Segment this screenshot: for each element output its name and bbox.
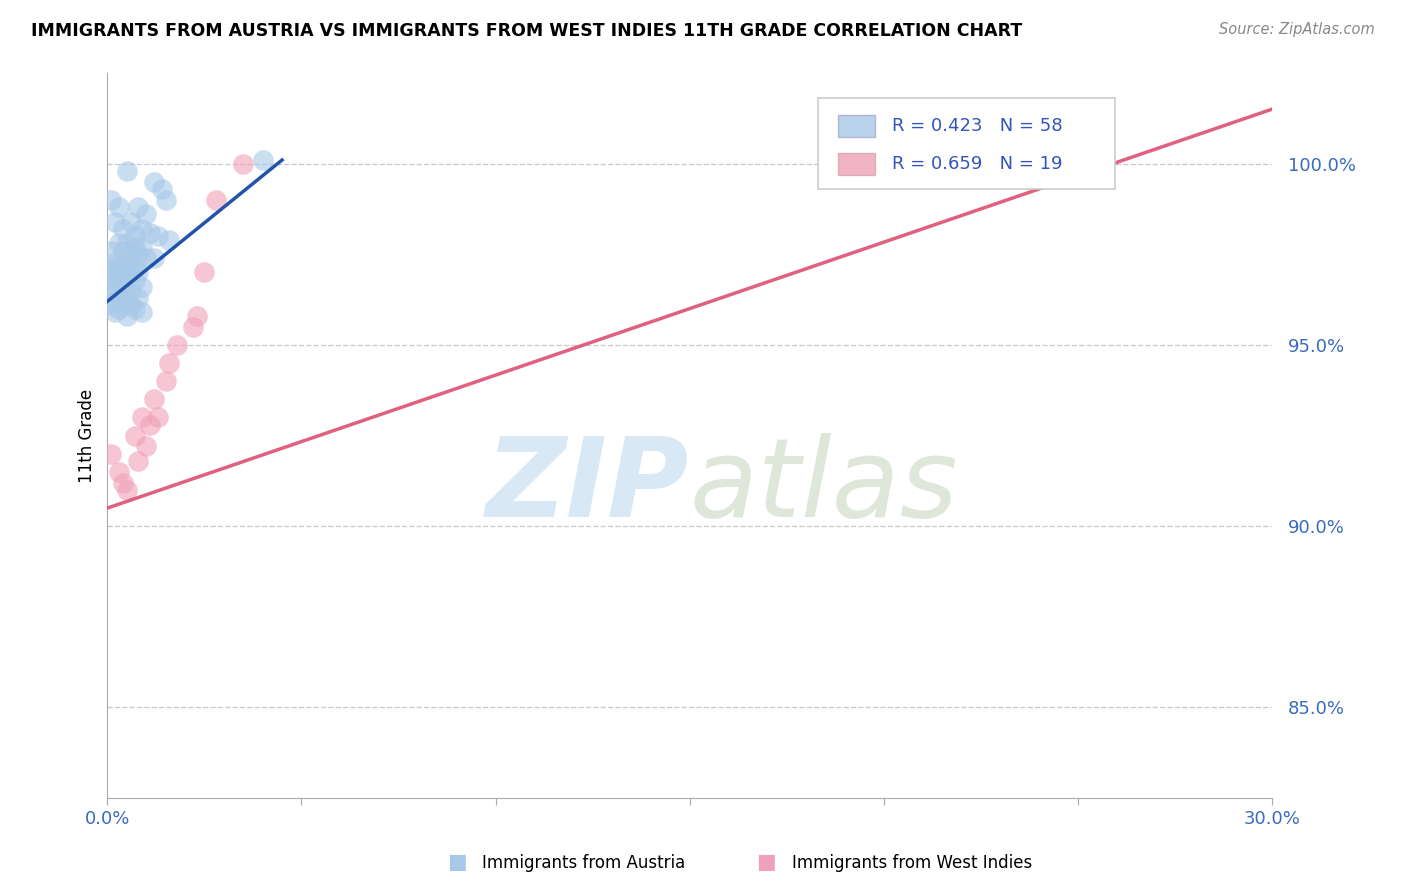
- Bar: [838, 115, 875, 136]
- Point: [100, 193, 122, 207]
- Point: [100, 284, 122, 298]
- Point: [111, 261, 134, 276]
- Text: ■: ■: [447, 853, 467, 872]
- Point: [159, 356, 181, 370]
- Point: [104, 265, 127, 279]
- Point: [124, 301, 146, 316]
- Point: [115, 164, 138, 178]
- Point: [120, 247, 142, 261]
- Point: [111, 244, 134, 258]
- Point: [186, 309, 208, 323]
- Point: [155, 193, 177, 207]
- Point: [108, 236, 131, 251]
- Text: Source: ZipAtlas.com: Source: ZipAtlas.com: [1219, 22, 1375, 37]
- FancyBboxPatch shape: [818, 98, 1115, 189]
- Point: [205, 193, 228, 207]
- Point: [155, 374, 177, 388]
- Point: [108, 465, 131, 479]
- Text: Immigrants from Austria: Immigrants from Austria: [482, 855, 686, 872]
- Point: [135, 439, 157, 453]
- Point: [135, 251, 157, 265]
- Point: [146, 229, 169, 244]
- Point: [124, 273, 146, 287]
- Y-axis label: 11th Grade: 11th Grade: [79, 389, 96, 483]
- Point: [111, 277, 134, 291]
- Point: [104, 305, 127, 319]
- Point: [115, 268, 138, 283]
- Text: atlas: atlas: [689, 433, 959, 540]
- Point: [108, 200, 131, 214]
- Point: [139, 226, 162, 240]
- Point: [124, 229, 146, 244]
- Point: [131, 240, 153, 254]
- Point: [124, 240, 146, 254]
- Point: [127, 247, 149, 261]
- Point: [127, 265, 149, 279]
- Point: [146, 410, 169, 425]
- Point: [131, 410, 153, 425]
- Point: [131, 280, 153, 294]
- Point: [131, 222, 153, 236]
- Point: [100, 273, 122, 287]
- Point: [115, 294, 138, 309]
- Text: R = 0.423   N = 58: R = 0.423 N = 58: [893, 117, 1063, 135]
- Text: Immigrants from West Indies: Immigrants from West Indies: [792, 855, 1032, 872]
- Point: [252, 153, 274, 167]
- Point: [100, 261, 122, 276]
- Point: [139, 417, 162, 432]
- Point: [115, 236, 138, 251]
- Text: IMMIGRANTS FROM AUSTRIA VS IMMIGRANTS FROM WEST INDIES 11TH GRADE CORRELATION CH: IMMIGRANTS FROM AUSTRIA VS IMMIGRANTS FR…: [31, 22, 1022, 40]
- Point: [143, 392, 166, 407]
- Point: [143, 251, 166, 265]
- Point: [127, 291, 149, 305]
- Text: ZIP: ZIP: [486, 433, 689, 540]
- Point: [232, 156, 254, 170]
- Point: [108, 291, 131, 305]
- Point: [159, 233, 181, 247]
- Point: [100, 244, 122, 258]
- Point: [120, 284, 142, 298]
- Point: [181, 319, 204, 334]
- Point: [120, 214, 142, 228]
- Point: [111, 222, 134, 236]
- Point: [108, 268, 131, 283]
- Point: [124, 428, 146, 442]
- Point: [104, 280, 127, 294]
- Point: [120, 298, 142, 312]
- Point: [111, 475, 134, 490]
- Point: [108, 301, 131, 316]
- Point: [104, 294, 127, 309]
- Point: [143, 175, 166, 189]
- Point: [100, 447, 122, 461]
- Point: [193, 265, 215, 279]
- Point: [115, 483, 138, 497]
- Point: [127, 454, 149, 468]
- Point: [111, 287, 134, 301]
- Point: [166, 338, 188, 352]
- Point: [150, 182, 173, 196]
- Point: [131, 305, 153, 319]
- Point: [104, 214, 127, 228]
- Point: [124, 258, 146, 272]
- Point: [115, 309, 138, 323]
- Point: [108, 258, 131, 272]
- Point: [115, 254, 138, 268]
- Bar: [838, 153, 875, 175]
- Point: [104, 254, 127, 268]
- Point: [127, 200, 149, 214]
- Text: R = 0.659   N = 19: R = 0.659 N = 19: [893, 154, 1063, 173]
- Point: [135, 207, 157, 221]
- Point: [100, 298, 122, 312]
- Text: ■: ■: [756, 853, 776, 872]
- Point: [120, 265, 142, 279]
